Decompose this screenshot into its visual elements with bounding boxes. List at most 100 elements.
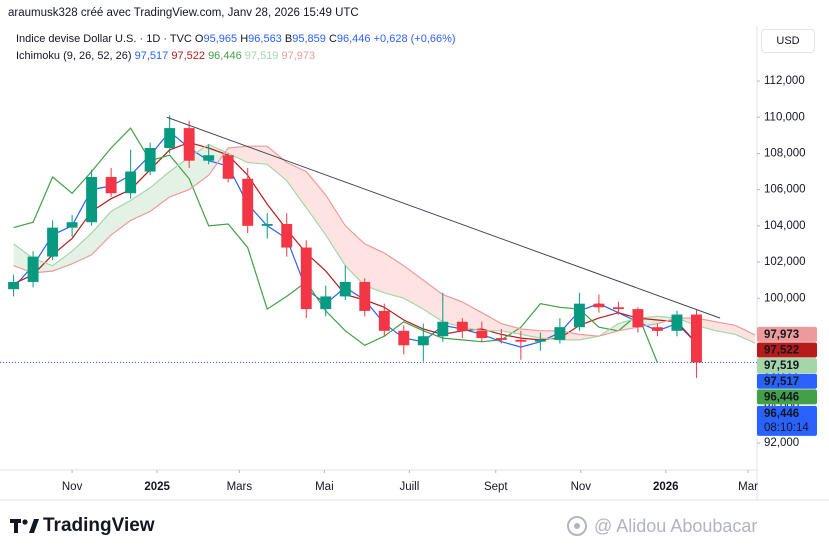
y-tick-label: 112,000 (764, 75, 805, 87)
candle-body (281, 224, 293, 248)
price-tag-label: 97,519 (764, 360, 799, 372)
price-tag (757, 373, 817, 389)
symbol: Indice devise Dollar U.S. · 1D · TVC (16, 33, 192, 45)
candle-body (534, 339, 546, 342)
price-tag-label: 97,522 (764, 345, 799, 357)
candle-body (632, 309, 644, 328)
indicator-line (13, 145, 756, 337)
price-tag-label: 96,446 (764, 391, 799, 403)
indicator-value: 97,522 (171, 50, 205, 62)
candle-body (495, 338, 507, 340)
price-tag-label: 97,517 (764, 376, 799, 388)
y-tick-label: 110,000 (764, 111, 805, 123)
candle-body (105, 176, 117, 194)
cloud (247, 146, 268, 165)
cloud (481, 312, 502, 331)
indicator-values: 97,517 97,522 96,446 97,519 97,973 (135, 50, 316, 62)
candle-body (183, 128, 195, 161)
countdown: 08:10:14 (764, 422, 809, 434)
price-tag-label: 96,446 (764, 408, 799, 420)
candle-body (300, 247, 312, 310)
candle-body (378, 310, 390, 331)
candle-body (691, 314, 702, 363)
x-tick-label: Mar (738, 481, 758, 493)
candle-body (573, 303, 585, 328)
indicator-value: 97,517 (134, 50, 169, 62)
trendline (166, 116, 721, 319)
y-tick-label: 100,000 (764, 292, 806, 304)
price-tag-label: 97,973 (764, 329, 799, 341)
ohlc-key: O (194, 33, 204, 45)
candle-body (339, 281, 351, 297)
candle-body (125, 171, 137, 194)
candle-body (554, 327, 566, 340)
cloud (364, 243, 385, 293)
ohlc-value: 95,965 (203, 33, 238, 45)
symbol-legend: Indice devise Dollar U.S. · 1D · TVC O95… (16, 33, 456, 45)
x-tick-label: Mai (315, 481, 334, 493)
indicator-line (13, 127, 658, 363)
candle-body (671, 314, 683, 331)
candle-body (515, 339, 527, 342)
cloud (325, 195, 346, 266)
candle-body (261, 224, 273, 226)
x-tick-label: Nov (571, 481, 592, 493)
candle-body (593, 303, 605, 308)
ohlc-key: B (284, 33, 293, 45)
x-tick-label: 2026 (653, 481, 679, 493)
cloud (423, 280, 443, 322)
y-tick-label: 108,000 (764, 147, 806, 159)
price-tag (757, 326, 817, 342)
candle-body (86, 176, 98, 223)
candle-body (203, 155, 215, 161)
watermark-icon (567, 516, 587, 536)
ohlc-key: H (240, 33, 249, 45)
cloud (442, 294, 463, 328)
cloud (520, 329, 541, 339)
price-tag (757, 358, 817, 374)
cloud (267, 146, 287, 181)
cloud (72, 233, 92, 264)
candle-body (476, 330, 488, 339)
price-tag (757, 405, 817, 436)
watermark-text: @ Alidou Aboubacar (594, 515, 758, 536)
cloud (286, 162, 307, 208)
cloud (91, 211, 112, 255)
candle-body (437, 321, 449, 337)
y-tick-label: 92,000 (764, 437, 799, 449)
cloud (130, 187, 151, 221)
candle-body (222, 155, 234, 179)
watermark: @ Alidou Aboubacar (566, 515, 757, 537)
x-tick-label: Juill (399, 481, 419, 493)
currency-button[interactable]: USD (761, 29, 815, 53)
candle-body (144, 148, 156, 172)
x-tick-label: Mars (227, 481, 253, 493)
cloud (169, 157, 190, 197)
candle-body (417, 336, 429, 346)
ohlc-key: C (328, 33, 337, 45)
logo-icon (10, 519, 39, 533)
indicator-title: Ichimoku (9, 26, 52, 26) (16, 50, 132, 62)
candle-body (47, 227, 59, 257)
cloud (735, 325, 755, 344)
x-tick-label: 2025 (144, 481, 170, 493)
price-tag (757, 389, 817, 405)
y-tick-label: 106,000 (764, 184, 806, 196)
candle-body (164, 128, 176, 149)
candle-body (456, 321, 468, 331)
ohlc-value: 96,446 (336, 33, 371, 45)
candle-body (320, 296, 332, 310)
logo-text: TradingView (43, 515, 155, 536)
attribution: araumusk328 créé avec TradingView.com, J… (8, 7, 359, 19)
candle-body (27, 256, 39, 282)
y-tick-label: 102,000 (764, 256, 806, 268)
cloud (52, 251, 73, 272)
x-tick-label: Nov (62, 481, 83, 493)
x-tick-label: Sept (484, 481, 508, 493)
indicator-value: 97,519 (244, 50, 279, 62)
candle-body (359, 281, 371, 311)
candle-body (612, 307, 624, 310)
ohlc-value: 95,859 (292, 33, 326, 45)
